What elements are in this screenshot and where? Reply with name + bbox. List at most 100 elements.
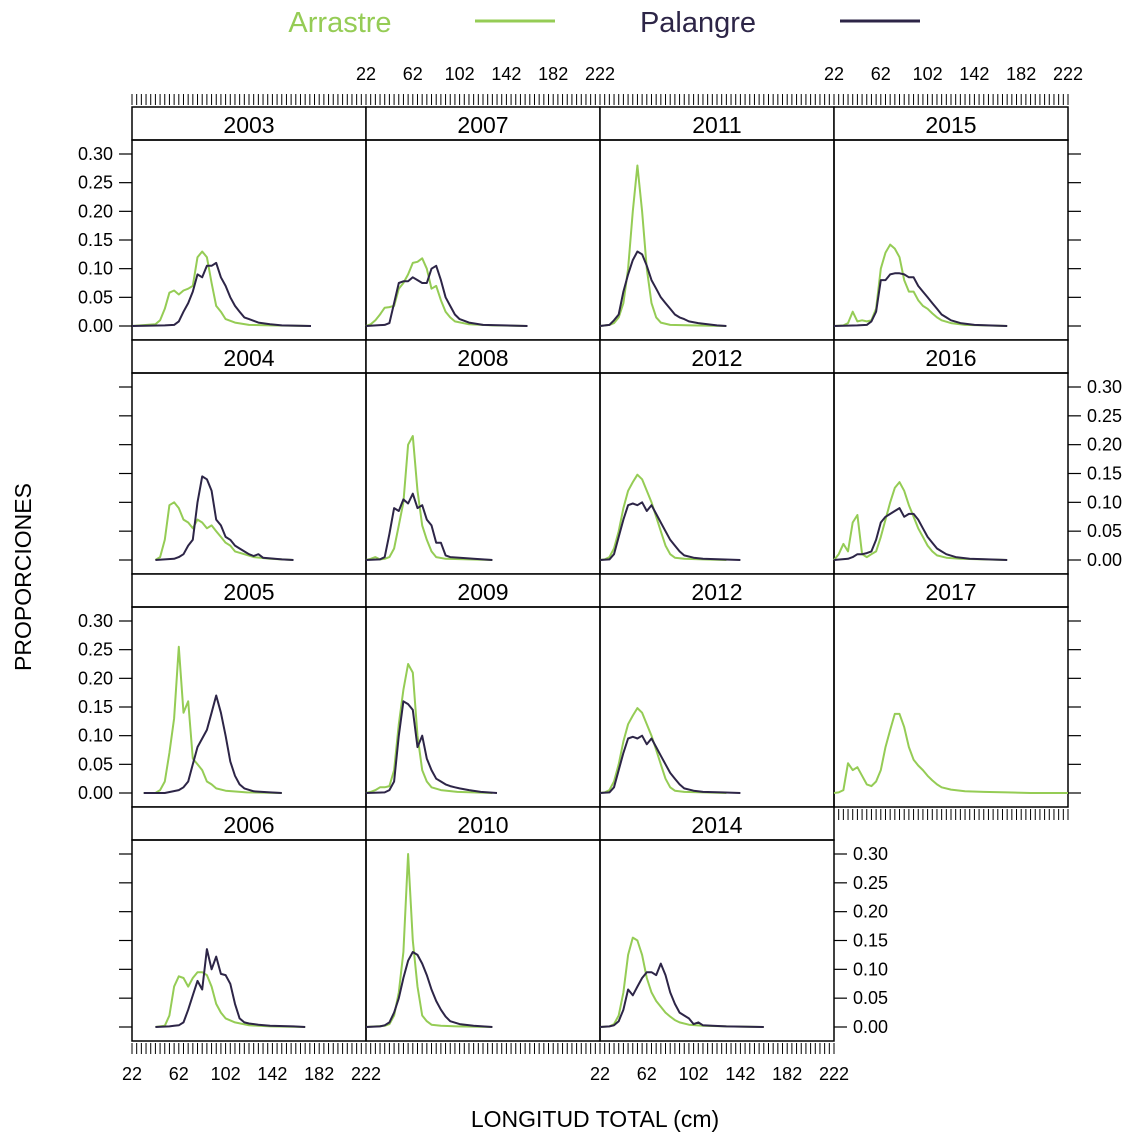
series-line-palangre xyxy=(833,272,1008,327)
panel-strip xyxy=(833,106,1069,141)
series-line-arrastre xyxy=(833,481,1008,561)
series-line-arrastre xyxy=(131,250,312,327)
panel-strip xyxy=(131,339,367,374)
panel-label: 2003 xyxy=(223,112,274,138)
x-tick-label: 62 xyxy=(169,1064,189,1084)
panel-frame xyxy=(599,372,835,575)
x-tick-label: 62 xyxy=(403,64,423,84)
series-line-arrastre xyxy=(599,473,727,561)
panel-label: 2007 xyxy=(457,112,508,138)
y-tick-label: 0.15 xyxy=(78,230,113,250)
series-line-palangre xyxy=(599,962,764,1028)
y-tick-label: 0.10 xyxy=(1087,492,1122,512)
y-tick-label: 0.25 xyxy=(78,173,113,193)
x-tick-label: 62 xyxy=(637,1064,657,1084)
panel-frame xyxy=(599,606,835,808)
x-tick-label: 102 xyxy=(211,1064,241,1084)
panel-frame xyxy=(599,839,835,1042)
y-tick-label: 0.15 xyxy=(853,931,888,951)
panel-strip xyxy=(365,339,601,374)
y-tick-label: 0.05 xyxy=(78,754,113,774)
y-tick-label: 0.30 xyxy=(78,611,113,631)
panel-label: 2014 xyxy=(691,812,742,838)
y-tick-label: 0.00 xyxy=(78,316,113,336)
x-tick-label: 182 xyxy=(538,64,568,84)
panel-label: 2006 xyxy=(223,812,274,838)
x-tick-label: 182 xyxy=(1006,64,1036,84)
y-tick-label: 0.20 xyxy=(78,201,113,221)
panel-label: 2015 xyxy=(925,112,976,138)
y-tick-label: 0.25 xyxy=(1087,406,1122,426)
y-tick-label: 0.10 xyxy=(78,726,113,746)
series-line-palangre xyxy=(365,700,498,794)
panel-frame xyxy=(833,139,1069,341)
panel-strip xyxy=(599,573,835,608)
panel-frame xyxy=(365,839,601,1042)
series-line-arrastre xyxy=(833,712,1068,794)
panel-label: 2011 xyxy=(692,112,741,138)
panel-label: 2016 xyxy=(925,345,976,371)
x-tick-label: 102 xyxy=(445,64,475,84)
panel-frame xyxy=(131,606,367,808)
y-tick-label: 0.05 xyxy=(853,988,888,1008)
panel-strip xyxy=(599,806,835,841)
x-tick-label: 142 xyxy=(491,64,521,84)
panel-frame xyxy=(365,372,601,575)
series-line-palangre xyxy=(599,501,741,561)
legend-label-arrastre: Arrastre xyxy=(288,7,391,39)
series-line-arrastre xyxy=(365,853,493,1028)
x-tick-label: 142 xyxy=(725,1064,755,1084)
x-tick-label: 102 xyxy=(679,1064,709,1084)
y-tick-label: 0.00 xyxy=(1087,550,1122,570)
panel-label: 2004 xyxy=(223,345,274,371)
series-line-palangre xyxy=(143,694,282,794)
y-tick-label: 0.20 xyxy=(78,668,113,688)
x-tick-label: 182 xyxy=(772,1064,802,1084)
panel-frame xyxy=(131,372,367,575)
x-tick-label: 142 xyxy=(257,1064,287,1084)
series-line-arrastre xyxy=(143,645,282,794)
x-tick-label: 22 xyxy=(824,64,844,84)
panel-frame xyxy=(131,839,367,1042)
panel-strip xyxy=(599,106,835,141)
y-tick-label: 0.20 xyxy=(1087,435,1122,455)
panel-label: 2009 xyxy=(457,579,508,605)
series-line-palangre xyxy=(365,264,528,327)
panel-frame xyxy=(131,139,367,341)
panel-frame xyxy=(833,372,1069,575)
panel-strip xyxy=(365,573,601,608)
y-tick-label: 0.30 xyxy=(78,144,113,164)
panel-label: 2010 xyxy=(457,812,508,838)
x-tick-label: 142 xyxy=(959,64,989,84)
panel-label: 2012 xyxy=(691,579,742,605)
panel-label: 2012 xyxy=(691,345,742,371)
x-tick-label: 222 xyxy=(819,1064,849,1084)
panel-frame xyxy=(599,139,835,341)
x-tick-label: 22 xyxy=(356,64,376,84)
y-tick-label: 0.10 xyxy=(78,259,113,279)
series-line-arrastre xyxy=(365,663,493,794)
x-tick-label: 22 xyxy=(590,1064,610,1084)
series-line-palangre xyxy=(155,475,294,561)
x-tick-label: 222 xyxy=(1053,64,1083,84)
series-line-arrastre xyxy=(154,501,294,561)
x-tick-label: 102 xyxy=(913,64,943,84)
series-line-arrastre xyxy=(833,243,1008,327)
x-tick-label: 222 xyxy=(585,64,615,84)
y-tick-label: 0.15 xyxy=(1087,464,1122,484)
series-line-arrastre xyxy=(599,707,727,794)
series-line-palangre xyxy=(833,507,1008,561)
series-line-palangre xyxy=(365,492,493,561)
panel-label: 2008 xyxy=(457,345,508,371)
x-tick-label: 62 xyxy=(871,64,891,84)
panel-label: 2005 xyxy=(223,579,274,605)
y-tick-label: 0.05 xyxy=(78,287,113,307)
series-line-arrastre xyxy=(365,435,493,561)
panel-frame xyxy=(833,606,1069,808)
y-tick-label: 0.20 xyxy=(853,902,888,922)
y-tick-label: 0.15 xyxy=(78,697,113,717)
y-tick-label: 0.30 xyxy=(853,844,888,864)
y-tick-label: 0.00 xyxy=(853,1017,888,1037)
